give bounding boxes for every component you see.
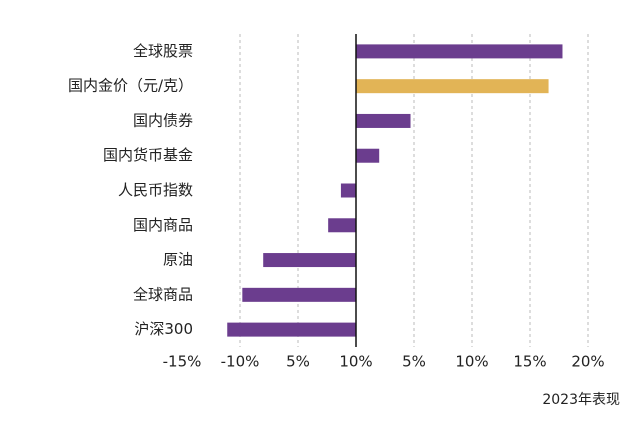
x-axis-label: 2023年表现 [542, 392, 620, 408]
bar [356, 44, 563, 59]
bar [263, 253, 356, 268]
bar [242, 287, 356, 302]
x-tick-label: 15% [513, 353, 546, 371]
x-tick-label: 20% [571, 353, 604, 371]
y-tick-label: 全球商品 [133, 285, 193, 303]
bar [356, 113, 411, 128]
y-tick-label: 原油 [163, 251, 193, 269]
bar [356, 148, 380, 163]
y-tick-label: 国内金价（元/克） [68, 77, 193, 95]
x-tick-label: 10% [455, 353, 488, 371]
bar [356, 79, 549, 94]
x-tick-label: 10% [339, 353, 372, 371]
y-tick-label: 沪深300 [134, 320, 193, 338]
bar [227, 322, 356, 337]
x-tick-label: 5% [286, 353, 310, 371]
y-tick-label: 全球股票 [133, 42, 193, 60]
x-tick-label: -15% [163, 353, 202, 371]
y-tick-label: 国内商品 [133, 216, 193, 234]
y-tick-label: 国内债券 [133, 111, 193, 129]
x-tick-label: -10% [221, 353, 260, 371]
y-tick-label: 国内货币基金 [103, 146, 193, 164]
bar [340, 183, 356, 198]
x-tick-label: 5% [402, 353, 426, 371]
bar [328, 218, 356, 233]
y-tick-label: 人民币指数 [118, 181, 193, 199]
